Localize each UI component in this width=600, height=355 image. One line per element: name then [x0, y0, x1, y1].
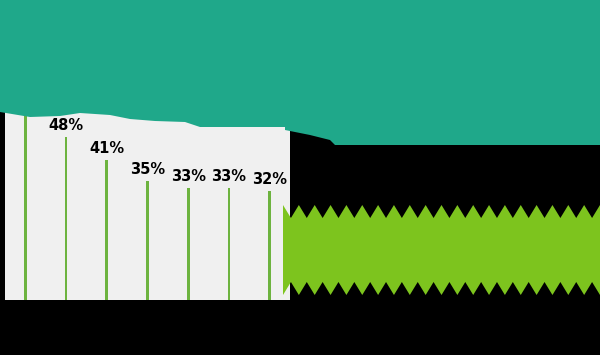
Bar [106, 160, 108, 300]
Bar [146, 181, 149, 300]
Text: 48%: 48% [49, 118, 83, 132]
Bar [268, 191, 271, 300]
Text: 33%: 33% [171, 169, 206, 184]
Text: 41%: 41% [89, 141, 124, 157]
Bar [65, 137, 67, 300]
Bar [227, 188, 230, 300]
Polygon shape [0, 0, 600, 145]
Text: 35%: 35% [130, 162, 165, 177]
Text: 56%: 56% [8, 91, 43, 105]
Text: 33%: 33% [211, 169, 247, 184]
Text: 32%: 32% [252, 172, 287, 187]
Bar [187, 188, 190, 300]
Polygon shape [283, 205, 600, 295]
Bar [24, 109, 27, 300]
